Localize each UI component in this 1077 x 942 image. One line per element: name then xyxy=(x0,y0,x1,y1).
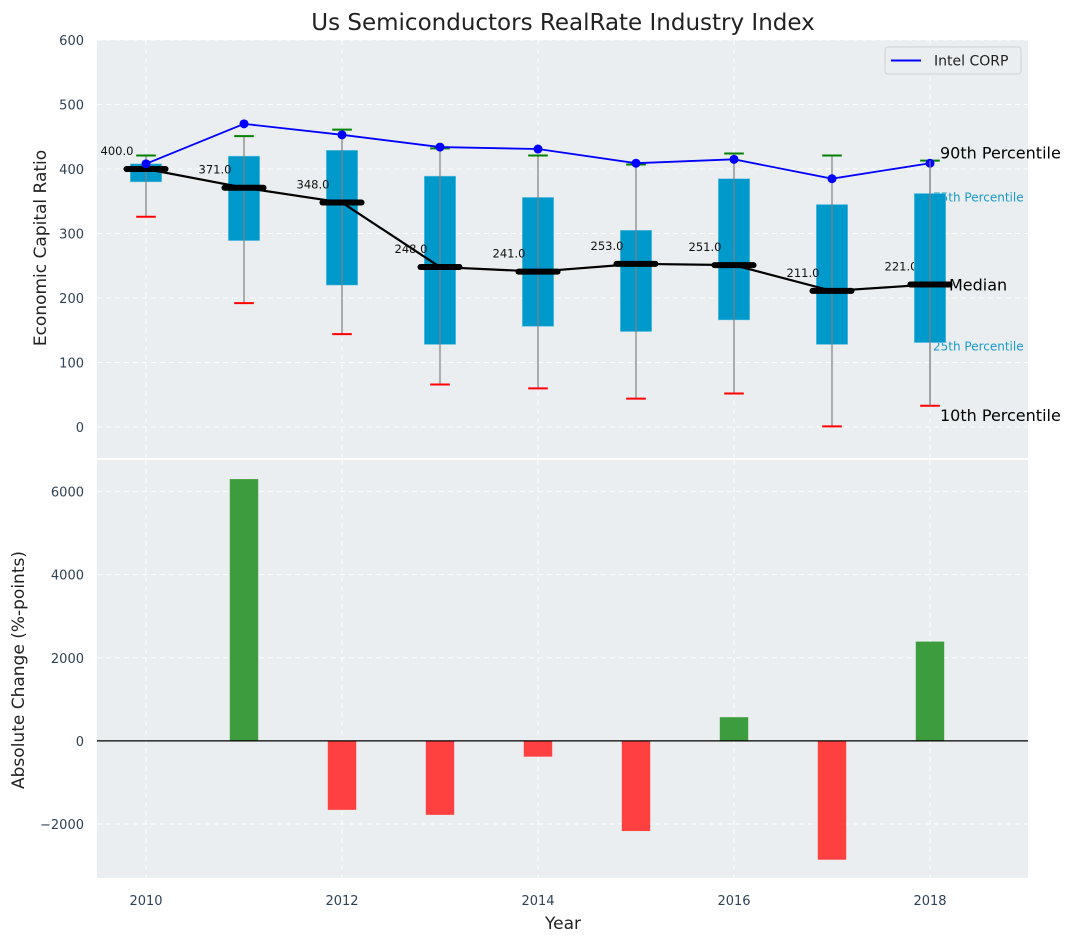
bottom-y-tick-label: −2000 xyxy=(40,818,84,833)
intel-corp-series xyxy=(141,119,935,184)
intel-corp-point xyxy=(239,119,249,129)
x-tick-label: 2018 xyxy=(913,894,946,909)
median-line-group xyxy=(123,166,953,294)
intel-corp-point xyxy=(631,158,641,168)
median-value-label: 371.0 xyxy=(199,163,232,177)
x-ticks: 2010 2012 2014 2016 2018 xyxy=(129,894,946,909)
top-y-tick-label: 200 xyxy=(59,292,84,307)
median-value-label: 400.0 xyxy=(101,144,134,158)
bar-negative xyxy=(621,740,651,832)
top-y-tick-label: 400 xyxy=(59,163,84,178)
percentile-annotations: 90th Percentile 75th Percentile Median 2… xyxy=(907,144,1061,425)
x-tick-label: 2012 xyxy=(325,894,358,909)
median-value-label: 241.0 xyxy=(493,247,526,261)
top-y-axis-label: Economic Capital Ratio xyxy=(31,150,51,346)
intel-corp-point xyxy=(827,174,837,184)
annotation-median: Median xyxy=(949,275,1007,294)
bottom-y-ticks: −2000 0 2000 4000 6000 xyxy=(40,486,84,833)
intel-corp-point xyxy=(533,144,543,154)
x-tick-label: 2016 xyxy=(717,894,750,909)
intel-corp-point xyxy=(729,154,739,164)
bar-positive xyxy=(719,717,749,741)
intel-corp-point xyxy=(337,130,347,140)
median-value-label: 348.0 xyxy=(297,178,330,192)
bar-positive xyxy=(229,479,259,741)
bar-negative xyxy=(523,740,553,757)
top-y-ticks: 0 100 200 300 400 500 600 xyxy=(59,34,84,436)
annotation-75th-percentile: 75th Percentile xyxy=(933,191,1024,205)
legend: Intel CORP xyxy=(884,46,1022,75)
annotation-10th-percentile: 10th Percentile xyxy=(940,406,1061,425)
median-value-label: 253.0 xyxy=(591,239,624,253)
median-value-label: 211.0 xyxy=(787,266,820,280)
bottom-y-tick-label: 6000 xyxy=(51,486,84,501)
annotation-25th-percentile: 25th Percentile xyxy=(933,340,1024,354)
top-y-tick-label: 0 xyxy=(76,421,84,436)
bottom-y-axis-label: Absolute Change (%-points) xyxy=(9,551,29,789)
annotation-90th-percentile: 90th Percentile xyxy=(940,144,1061,163)
chart-title: Us Semiconductors RealRate Industry Inde… xyxy=(311,10,815,36)
intel-corp-point xyxy=(141,159,151,169)
bar-negative xyxy=(425,740,455,815)
bar-positive xyxy=(915,641,945,741)
median-value-label: 221.0 xyxy=(885,259,918,273)
x-tick-label: 2014 xyxy=(521,894,554,909)
legend-label-intel-corp: Intel CORP xyxy=(934,54,1008,70)
x-axis-label: Year xyxy=(544,914,581,934)
intel-corp-point xyxy=(435,142,445,152)
legend-box xyxy=(884,46,1022,75)
median-value-labels: 400.0 371.0 348.0 248.0 241.0 253.0 251.0 211.0… xyxy=(101,144,918,280)
median-value-label: 251.0 xyxy=(689,240,722,254)
bar-negative xyxy=(327,740,357,810)
bottom-y-tick-label: 2000 xyxy=(51,652,84,667)
top-y-tick-label: 300 xyxy=(59,228,84,243)
top-y-tick-label: 500 xyxy=(59,99,84,114)
median-value-label: 248.0 xyxy=(395,242,428,256)
top-y-tick-label: 100 xyxy=(59,357,84,372)
bar-negative xyxy=(817,740,847,860)
bottom-y-tick-label: 4000 xyxy=(51,569,84,584)
bottom-y-tick-label: 0 xyxy=(76,735,84,750)
change-bars xyxy=(229,479,945,860)
top-y-tick-label: 600 xyxy=(59,34,84,49)
x-tick-label: 2010 xyxy=(129,894,162,909)
top-panel: 0 100 200 300 400 500 600 400.0 371.0 348.0 248.0… xyxy=(31,34,1061,458)
top-plot-background xyxy=(97,40,1028,458)
